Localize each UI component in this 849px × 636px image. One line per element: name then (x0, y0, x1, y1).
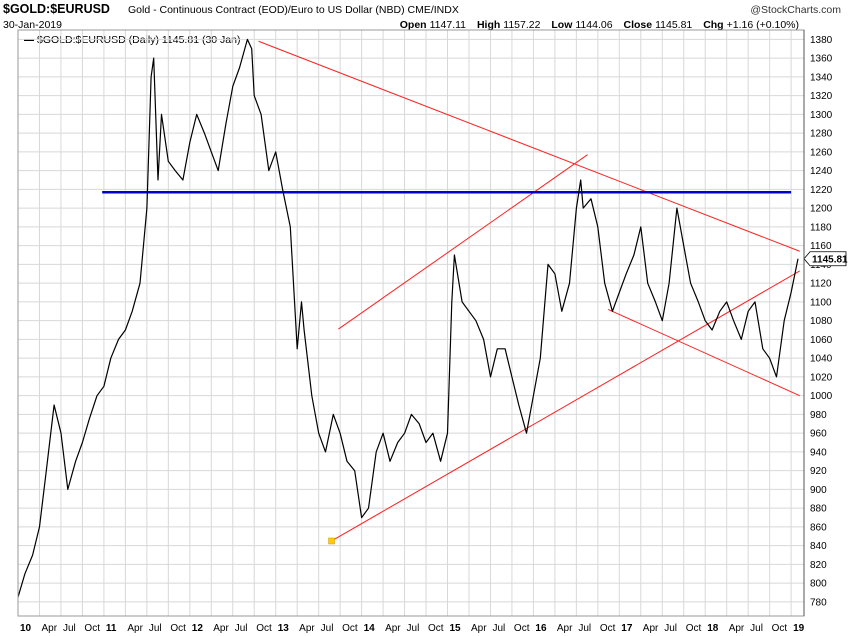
open-label: Open (399, 19, 427, 31)
x-tick-label: 11 (106, 623, 117, 634)
low-value: 1144.06 (575, 19, 613, 31)
x-tick-label: Jul (664, 623, 677, 634)
trendline (331, 270, 800, 542)
x-tick-label: Jul (235, 623, 248, 634)
x-tick-label: Oct (170, 623, 186, 634)
chg-value: +1.16 (+0.10%) (726, 19, 799, 31)
x-tick-label: Apr (41, 623, 57, 634)
y-tick-label: 1260 (810, 147, 833, 158)
chart-date: 30-Jan-2019 (3, 19, 62, 31)
x-tick-label: 12 (192, 623, 204, 634)
y-tick-label: 1220 (810, 185, 833, 196)
chg-label: Chg (703, 19, 724, 31)
y-tick-label: 880 (810, 504, 827, 515)
x-tick-label: Apr (385, 623, 401, 634)
x-tick-label: 19 (793, 623, 805, 634)
y-tick-label: 780 (810, 597, 827, 608)
x-tick-label: Apr (729, 623, 745, 634)
x-tick-label: Apr (471, 623, 487, 634)
y-tick-label: 840 (810, 541, 827, 552)
y-tick-label: 1360 (810, 54, 833, 65)
y-tick-label: 1180 (810, 222, 832, 233)
x-tick-label: Jul (407, 623, 420, 634)
x-tick-label: 14 (364, 623, 376, 634)
y-tick-label: 800 (810, 579, 827, 590)
x-tick-label: Oct (256, 623, 272, 634)
x-tick-label: Oct (342, 623, 358, 634)
y-tick-label: 1100 (810, 297, 832, 308)
chart-symbol: $GOLD:$EURUSD (3, 2, 110, 16)
y-tick-label: 940 (810, 447, 827, 458)
y-tick-label: 920 (810, 466, 827, 477)
y-tick-label: 1120 (810, 279, 832, 290)
high-label: High (476, 19, 501, 31)
price-series (17, 38, 799, 598)
y-tick-label: 900 (810, 485, 827, 496)
y-tick-label: 820 (810, 560, 827, 571)
x-tick-label: 13 (278, 623, 290, 634)
y-tick-label: 980 (810, 410, 827, 421)
x-tick-label: Oct (514, 623, 530, 634)
close-value: 1145.81 (655, 19, 693, 31)
x-tick-label: Apr (557, 623, 573, 634)
chart-description: Gold - Continuous Contract (EOD)/Euro to… (128, 4, 459, 16)
x-tick-label: 17 (621, 623, 633, 634)
x-tick-label: Oct (772, 623, 788, 634)
x-tick-label: 18 (707, 623, 719, 634)
y-tick-label: 1020 (810, 372, 833, 383)
trendline (338, 154, 588, 330)
open-value: 1147.11 (429, 19, 467, 31)
last-value-label: 1145.81 (812, 254, 848, 265)
y-tick-label: 1200 (810, 204, 833, 215)
last-value-tag: 1145.81 (803, 251, 848, 267)
y-tick-label: 1060 (810, 335, 833, 346)
trendlines (102, 40, 800, 545)
x-tick-label: 16 (535, 623, 547, 634)
x-tick-label: Oct (428, 623, 444, 634)
y-tick-label: 1380 (810, 35, 833, 46)
x-tick-label: 10 (20, 623, 32, 634)
y-tick-label: 1000 (810, 391, 833, 402)
low-label: Low (551, 19, 573, 31)
y-tick-label: 1320 (810, 91, 833, 102)
x-tick-label: Jul (492, 623, 505, 634)
x-tick-label: Jul (63, 623, 76, 634)
x-tick-label: Apr (213, 623, 229, 634)
x-tick-label: Jul (321, 623, 334, 634)
x-tick-label: Apr (643, 623, 659, 634)
y-tick-label: 860 (810, 522, 827, 533)
grid (17, 30, 804, 616)
y-tick-label: 1040 (810, 354, 833, 365)
y-tick-label: 1160 (810, 241, 832, 252)
y-tick-label: 1280 (810, 129, 833, 140)
trendline (258, 40, 800, 252)
ohlc-stats: Open 1147.11 High 1157.22 Low 1144.06 Close… (400, 19, 799, 31)
legend-swatch (24, 39, 34, 42)
close-label: Close (623, 19, 653, 31)
axis-ticks: 780 800 820 840 860 880 900 920 940 960 980 1000 102… (20, 35, 848, 634)
high-value: 1157.22 (503, 19, 541, 31)
x-tick-label: Oct (84, 623, 100, 634)
x-tick-label: Jul (578, 623, 591, 634)
y-tick-label: 1080 (810, 316, 833, 327)
last-value-box (803, 251, 847, 267)
x-tick-label: Apr (299, 623, 315, 634)
x-tick-label: Apr (127, 623, 143, 634)
x-tick-label: Jul (750, 623, 763, 634)
plot-frame (17, 29, 805, 617)
stockcharts-logo: @StockCharts.com (750, 4, 841, 16)
trendline (607, 308, 800, 397)
x-tick-label: Oct (686, 623, 702, 634)
x-tick-label: 15 (450, 623, 462, 634)
trendline-anchor (328, 537, 335, 545)
y-tick-label: 1300 (810, 110, 833, 121)
x-tick-label: Oct (600, 623, 616, 634)
x-tick-label: Jul (149, 623, 162, 634)
y-tick-label: 960 (810, 429, 827, 440)
y-tick-label: 1340 (810, 72, 833, 83)
price-line (17, 38, 799, 598)
y-tick-label: 1240 (810, 166, 833, 177)
